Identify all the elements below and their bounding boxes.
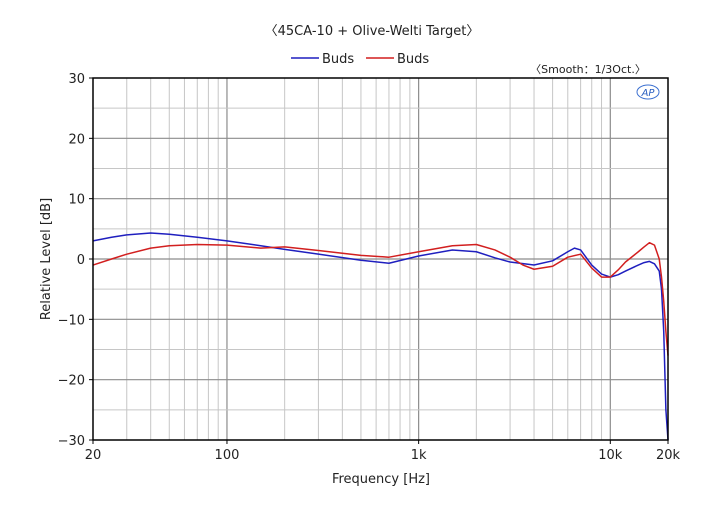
x-axis-label: Frequency [Hz]	[332, 472, 430, 487]
y-tick-label: 0	[77, 253, 85, 268]
x-tick-label: 10k	[598, 448, 623, 463]
x-tick-label: 1k	[411, 448, 427, 463]
y-tick-label: −20	[58, 374, 85, 389]
y-tick-label: 20	[68, 132, 85, 147]
legend-label-2: Buds	[397, 52, 429, 67]
y-tick-label: −10	[58, 313, 85, 328]
smoothing-note: 〈Smooth：1/3Oct.〉	[530, 63, 646, 76]
x-tick-label: 20k	[656, 448, 681, 463]
y-tick-label: −30	[58, 434, 85, 449]
y-axis-label: Relative Level [dB]	[39, 198, 54, 320]
y-tick-label: 30	[68, 72, 85, 87]
ap-logo: AP	[636, 84, 660, 100]
series-line-2	[92, 241, 669, 356]
y-tick-label: 10	[68, 193, 85, 208]
svg-text:AP: AP	[641, 88, 656, 99]
legend-label-1: Buds	[322, 52, 354, 67]
x-tick-label: 20	[85, 448, 102, 463]
chart-title: 〈45CA-10 + Olive-Welti Target〉	[265, 24, 480, 39]
plot-curves	[92, 232, 669, 441]
grid	[93, 78, 668, 440]
series-line-1	[92, 232, 669, 441]
legend: Buds Buds	[291, 52, 429, 67]
x-tick-label: 100	[215, 448, 240, 463]
